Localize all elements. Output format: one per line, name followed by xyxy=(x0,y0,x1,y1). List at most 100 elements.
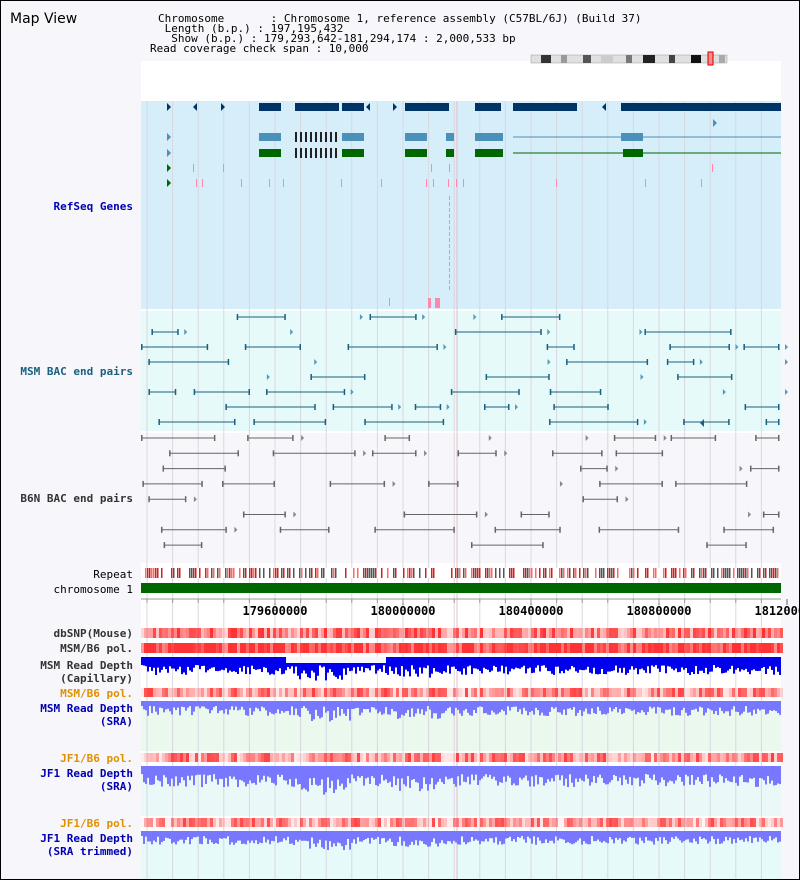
depth-bar xyxy=(603,657,605,675)
depth-bar xyxy=(267,831,269,840)
depth-bar xyxy=(165,766,167,778)
depth-bar xyxy=(751,657,753,671)
depth-bar xyxy=(635,831,637,844)
jf1-read-depth-label[interactable]: JF1 Read Depth (SRA) xyxy=(40,767,133,793)
heat-cell xyxy=(381,818,384,827)
heat-cell xyxy=(540,753,543,762)
heat-cell xyxy=(426,688,429,697)
jf1-read-depth-trimmed-label[interactable]: JF1 Read Depth (SRA trimmed) xyxy=(40,832,133,858)
repeat-element xyxy=(765,568,767,578)
bac-end xyxy=(549,419,551,425)
depth-bar xyxy=(549,766,551,782)
depth-bar xyxy=(263,701,265,708)
heat-cell xyxy=(183,753,186,762)
heat-cell xyxy=(264,753,267,762)
depth-bar xyxy=(253,701,255,712)
jf1-b6-pol-label[interactable]: JF1/B6 pol. xyxy=(60,752,133,765)
heat-cell xyxy=(705,643,708,653)
msm-bac-label[interactable]: MSM BAC end pairs xyxy=(20,365,133,378)
bac-end xyxy=(242,511,245,518)
depth-bar xyxy=(279,701,281,714)
heat-cell xyxy=(156,628,159,638)
heat-cell xyxy=(294,688,297,697)
depth-bar xyxy=(235,766,237,780)
strand-arrow xyxy=(167,103,171,111)
msm-b6-pol-sra-label[interactable]: MSM/B6 pol. xyxy=(60,687,133,700)
depth-bar xyxy=(291,766,293,787)
depth-bar xyxy=(341,831,343,847)
heat-cell xyxy=(216,818,219,827)
depth-bar xyxy=(717,657,719,668)
heat-cell xyxy=(624,628,627,638)
repeat-element xyxy=(249,568,251,578)
depth-bar xyxy=(431,657,433,674)
depth-bar xyxy=(739,657,741,672)
strand-arrow xyxy=(443,344,447,350)
heat-cell xyxy=(201,688,204,697)
heat-cell xyxy=(213,688,216,697)
depth-bar xyxy=(317,831,319,844)
bac-end xyxy=(299,344,301,350)
heat-cell xyxy=(588,643,591,653)
depth-bar xyxy=(723,766,725,783)
heat-cell xyxy=(597,688,600,697)
heat-cell xyxy=(516,643,519,653)
depth-bar xyxy=(623,657,625,668)
heat-cell xyxy=(687,643,690,653)
heat-cell xyxy=(144,643,147,653)
depth-bar xyxy=(531,831,533,844)
heat-cell xyxy=(339,753,342,762)
heat-cell xyxy=(516,818,519,827)
depth-bar xyxy=(387,657,389,675)
depth-bar xyxy=(555,701,557,708)
depth-bar xyxy=(241,766,243,781)
b6n-bac-label[interactable]: B6N BAC end pairs xyxy=(20,492,133,505)
heat-cell xyxy=(291,818,294,827)
msm-read-depth-sra-label[interactable]: MSM Read Depth (SRA) xyxy=(40,702,133,728)
heat-cell xyxy=(636,628,639,638)
bac-end xyxy=(457,450,460,457)
heat-cell xyxy=(387,818,390,827)
heat-cell xyxy=(768,628,771,638)
heat-cell xyxy=(306,818,309,827)
heat-cell xyxy=(384,818,387,827)
refseq-genes-label[interactable]: RefSeq Genes xyxy=(53,200,133,213)
bac-end xyxy=(573,344,575,350)
depth-bar xyxy=(315,701,317,710)
depth-bar xyxy=(511,766,513,786)
heat-cell xyxy=(255,688,258,697)
heat-cell xyxy=(678,753,681,762)
strand-arrow xyxy=(547,359,551,365)
depth-bar xyxy=(607,701,609,714)
heat-cell xyxy=(678,628,681,638)
depth-bar xyxy=(191,657,193,672)
heat-cell xyxy=(375,753,378,762)
depth-bar xyxy=(619,701,621,709)
msm-read-depth-capillary-label[interactable]: MSM Read Depth (Capillary) xyxy=(40,659,133,685)
heat-cell xyxy=(702,643,705,653)
bac-end xyxy=(415,314,417,320)
dbsnp-label[interactable]: dbSNP(Mouse) xyxy=(53,627,133,640)
heat-cell xyxy=(675,628,678,638)
heat-cell xyxy=(690,818,693,827)
heat-cell xyxy=(711,628,714,638)
heat-cell xyxy=(684,643,687,653)
heat-cell xyxy=(384,753,387,762)
msm-b6-pol-label[interactable]: MSM/B6 pol. xyxy=(60,642,133,655)
heat-cell xyxy=(420,818,423,827)
depth-bar xyxy=(687,657,689,673)
depth-bar xyxy=(743,766,745,783)
bac-end xyxy=(151,329,153,335)
gene-exon xyxy=(330,148,332,158)
depth-bar xyxy=(203,657,205,666)
depth-bar xyxy=(313,657,315,673)
heat-cell xyxy=(729,643,732,653)
heat-cell xyxy=(423,688,426,697)
bac-end xyxy=(613,435,616,441)
heat-cell xyxy=(258,628,261,638)
heat-cell xyxy=(543,628,546,638)
jf1-b6-pol-trimmed-label[interactable]: JF1/B6 pol. xyxy=(60,817,133,830)
depth-bar xyxy=(725,657,727,673)
heat-cell xyxy=(345,628,348,638)
